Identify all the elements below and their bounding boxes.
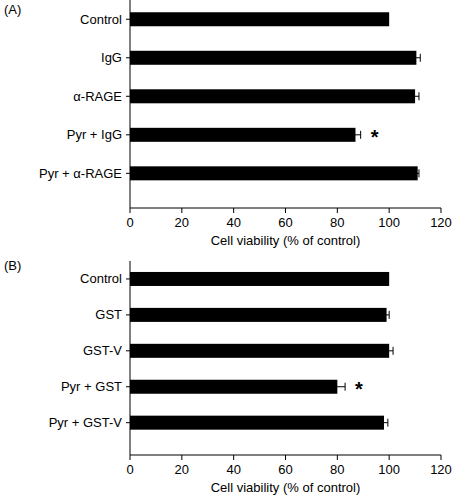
- x-tick-label: 120: [430, 462, 452, 477]
- category-label: Pyr + GST-V: [49, 415, 123, 430]
- category-label: Control: [80, 271, 122, 286]
- x-tick: [233, 455, 234, 460]
- error-cap: [418, 169, 419, 177]
- error-line: [384, 314, 389, 315]
- bar: [130, 416, 384, 430]
- marks: [130, 272, 393, 430]
- y-tick: [126, 350, 130, 351]
- bar: [130, 380, 337, 394]
- y-axis: [130, 261, 131, 455]
- y-tick: [126, 134, 130, 135]
- bar: [130, 12, 389, 26]
- x-tick-label: 40: [226, 215, 240, 230]
- x-tick: [130, 208, 131, 213]
- error-bar: [350, 131, 360, 139]
- x-tick: [389, 455, 390, 460]
- x-axis-label: Cell viability (% of control): [211, 233, 361, 248]
- x-tick-label: 20: [175, 462, 189, 477]
- x-tick: [233, 208, 234, 213]
- error-cap: [420, 54, 421, 62]
- error-line: [380, 422, 388, 423]
- y-tick: [126, 278, 130, 279]
- error-line: [411, 96, 419, 97]
- x-tick-label: 80: [330, 215, 344, 230]
- error-cap: [387, 419, 388, 427]
- x-tick-label: 120: [430, 215, 452, 230]
- annotation: *: [371, 126, 379, 148]
- x-tick: [181, 455, 182, 460]
- x-tick: [285, 208, 286, 213]
- category-label: Control: [80, 12, 122, 27]
- x-tick-label: 20: [175, 215, 189, 230]
- bar: [130, 89, 415, 103]
- x-tick: [337, 208, 338, 213]
- y-tick: [126, 19, 130, 20]
- category-label: Pyr + α-RAGE: [39, 166, 122, 181]
- x-tick-label: 60: [278, 462, 292, 477]
- x-tick-label: 100: [378, 462, 400, 477]
- x-tick: [389, 208, 390, 213]
- error-cap: [393, 347, 394, 355]
- bar: [130, 344, 389, 358]
- x-tick-label: 60: [278, 215, 292, 230]
- x-tick: [130, 455, 131, 460]
- error-bar: [380, 419, 388, 427]
- error-cap: [345, 383, 346, 391]
- error-line: [412, 57, 420, 58]
- x-tick-label: 100: [378, 215, 400, 230]
- y-tick: [126, 314, 130, 315]
- error-line: [330, 386, 346, 387]
- y-tick: [126, 173, 130, 174]
- y-tick: [126, 96, 130, 97]
- figure: (A) * Control IgG α-RAGE Pyr + IgG Pyr + α-RAG…: [0, 0, 472, 500]
- error-bar: [411, 92, 419, 100]
- marks: [130, 12, 420, 180]
- bar: [130, 166, 418, 180]
- x-tick: [181, 208, 182, 213]
- bar: [130, 272, 389, 286]
- error-bar: [385, 347, 393, 355]
- panel-label: (A): [4, 2, 21, 17]
- y-tick: [126, 386, 130, 387]
- category-label: α-RAGE: [73, 89, 122, 104]
- error-bar: [416, 169, 419, 177]
- x-axis-label: Cell viability (% of control): [211, 480, 361, 495]
- y-tick: [126, 422, 130, 423]
- error-bar: [384, 311, 389, 319]
- x-tick: [441, 455, 442, 460]
- bar: [130, 308, 387, 322]
- panel: (B) * Control GST GST-V Pyr + GST Pyr + GST-V 0…: [4, 258, 452, 495]
- category-label: GST: [95, 307, 122, 322]
- error-cap: [389, 311, 390, 319]
- y-tick: [126, 57, 130, 58]
- x-tick: [285, 455, 286, 460]
- error-bar: [412, 54, 420, 62]
- category-label: GST-V: [83, 343, 122, 358]
- panel-label: (B): [4, 258, 21, 273]
- category-label: IgG: [101, 50, 122, 65]
- error-line: [385, 350, 393, 351]
- bar: [130, 51, 416, 65]
- x-tick-label: 40: [226, 462, 240, 477]
- panel: (A) * Control IgG α-RAGE Pyr + IgG Pyr + α-RAG…: [4, 0, 452, 248]
- category-label: Pyr + GST: [61, 379, 122, 394]
- error-bar: [330, 383, 346, 391]
- x-tick-label: 0: [126, 462, 133, 477]
- error-cap: [360, 131, 361, 139]
- annotation: *: [355, 378, 363, 400]
- y-axis: [130, 0, 131, 208]
- bar: [130, 128, 355, 142]
- x-tick-label: 80: [330, 462, 344, 477]
- error-line: [350, 134, 360, 135]
- category-label: Pyr + IgG: [67, 127, 122, 142]
- error-cap: [418, 92, 419, 100]
- x-tick-label: 0: [126, 215, 133, 230]
- x-tick: [441, 208, 442, 213]
- x-tick: [337, 455, 338, 460]
